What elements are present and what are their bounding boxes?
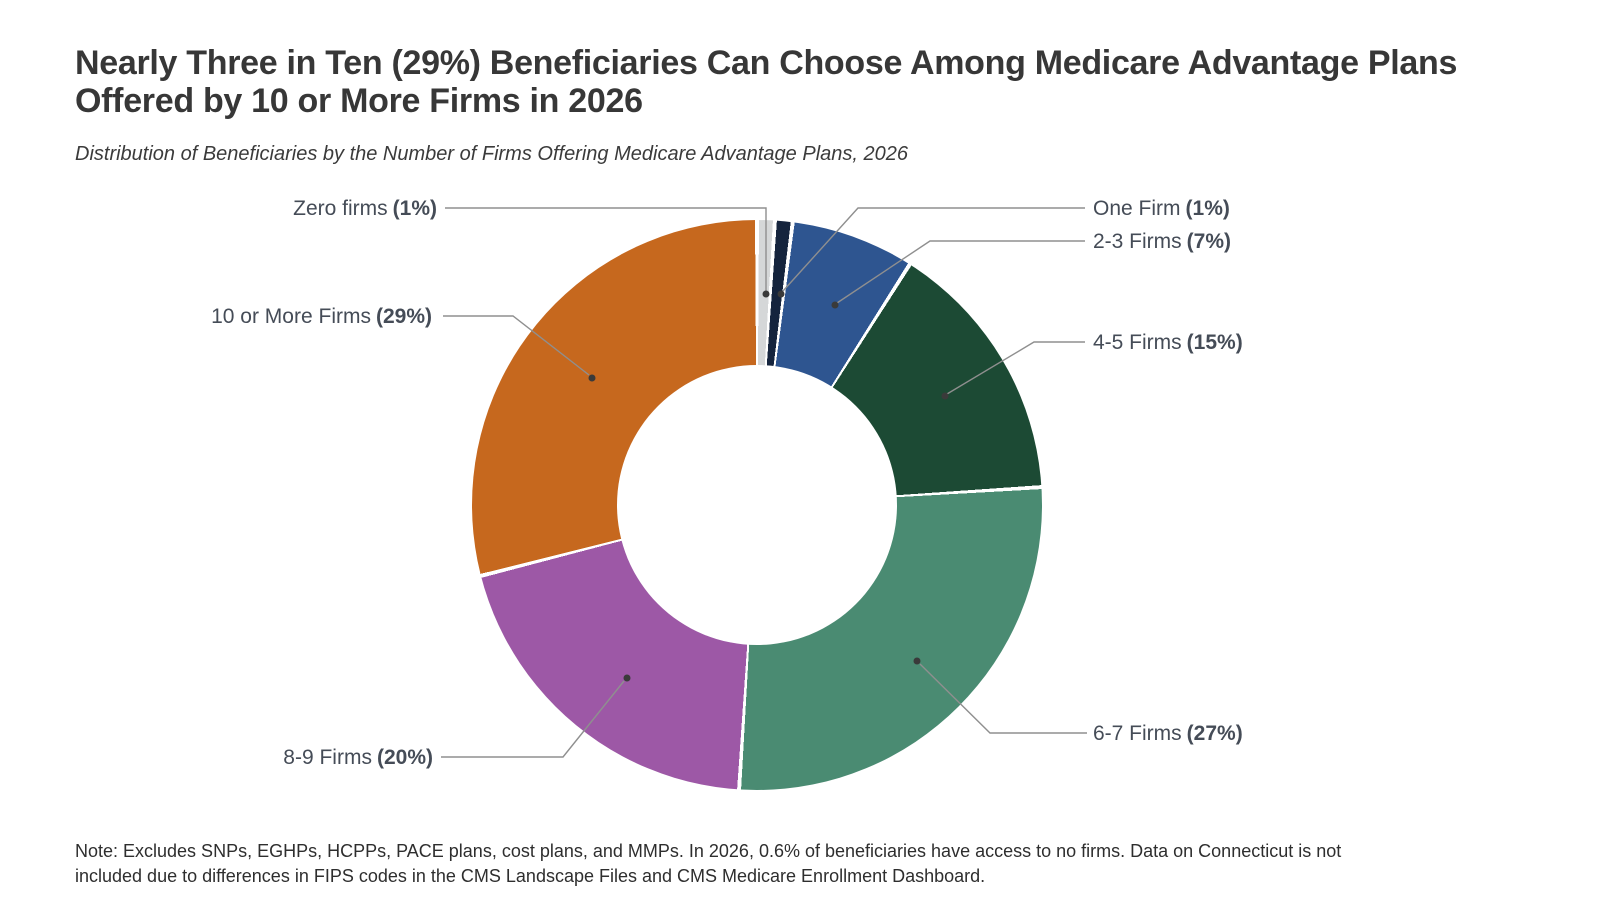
chart-title-line1: Nearly Three in Ten (29%) Beneficiaries … xyxy=(75,44,1458,82)
callout-label-4-5-firms-name: 4-5 Firms xyxy=(1093,331,1182,354)
callout-label-zero-firms-pct: (1%) xyxy=(392,197,437,220)
chart-note-line2: included due to differences in FIPS code… xyxy=(75,866,986,886)
callout-label-one-firm-pct: (1%) xyxy=(1185,197,1230,220)
callout-label-2-3-firms-pct: (7%) xyxy=(1186,230,1232,253)
callout-label-6-7-firms-name: 6-7 Firms xyxy=(1093,722,1182,745)
callout-label-8-9-firms-name: 8-9 Firms xyxy=(283,746,372,769)
callout-label-2-3-firms-name: 2-3 Firms xyxy=(1093,230,1182,253)
callout-label-2-3-firms: 2-3 Firms (7%) xyxy=(1093,229,1231,254)
callout-label-one-firm-name: One Firm xyxy=(1093,197,1181,220)
callout-label-8-9-firms: 8-9 Firms (20%) xyxy=(283,745,433,770)
callout-label-10-plus-firms-name: 10 or More Firms xyxy=(211,305,371,328)
callout-label-one-firm: One Firm (1%) xyxy=(1093,196,1230,221)
chart-title-line2: Offered by 10 or More Firms in 2026 xyxy=(75,82,643,120)
donut-hole xyxy=(617,365,897,645)
callout-label-4-5-firms-pct: (15%) xyxy=(1186,331,1243,354)
callout-label-8-9-firms-pct: (20%) xyxy=(376,746,433,769)
callout-label-6-7-firms: 6-7 Firms (27%) xyxy=(1093,721,1243,746)
callout-label-6-7-firms-pct: (27%) xyxy=(1186,722,1243,745)
chart-title: Nearly Three in Ten (29%) Beneficiaries … xyxy=(75,44,1575,120)
callout-label-10-plus-firms: 10 or More Firms (29%) xyxy=(211,304,432,329)
chart-note-line1: Note: Excludes SNPs, EGHPs, HCPPs, PACE … xyxy=(75,841,1342,861)
chart-subtitle: Distribution of Beneficiaries by the Num… xyxy=(75,143,908,165)
callout-label-zero-firms-name: Zero firms xyxy=(293,197,388,220)
chart-note: Note: Excludes SNPs, EGHPs, HCPPs, PACE … xyxy=(75,839,1341,889)
callout-label-4-5-firms: 4-5 Firms (15%) xyxy=(1093,330,1243,355)
callout-label-10-plus-firms-pct: (29%) xyxy=(375,305,432,328)
callout-label-zero-firms: Zero firms (1%) xyxy=(293,196,437,221)
